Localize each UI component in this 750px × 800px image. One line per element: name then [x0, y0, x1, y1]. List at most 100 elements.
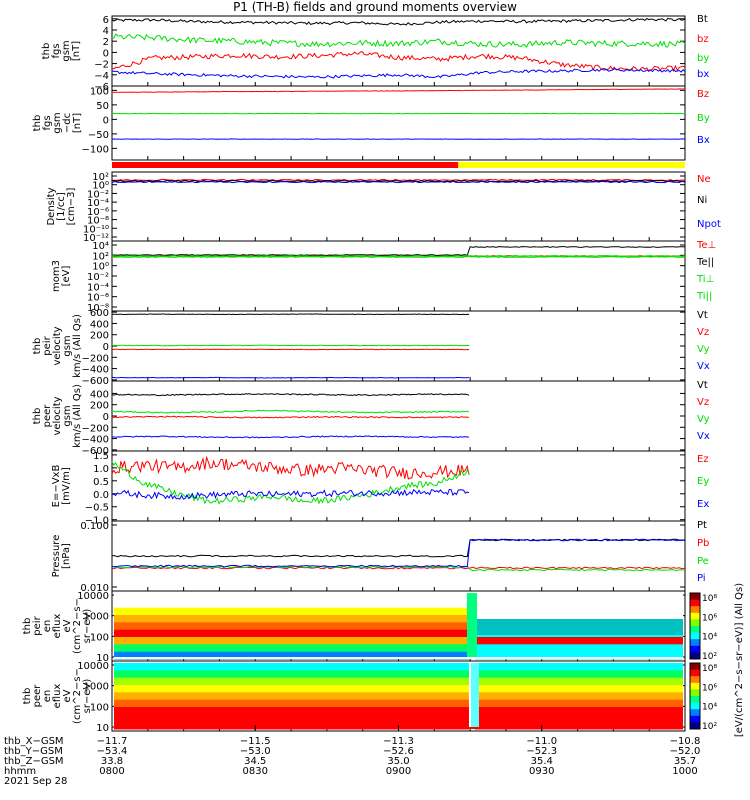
colorbar-tick: 10² [702, 652, 717, 662]
ylabel-bfield_dc: [nT] [72, 113, 83, 133]
xaxis-value: −53.0 [240, 746, 271, 757]
heatmap-band-ion-hot [476, 619, 683, 635]
colorbar-cell [690, 619, 700, 627]
ytick-label-density: 10⁻⁶ [87, 207, 109, 218]
series-line-density-0 [112, 178, 685, 182]
series-line-efield-0 [111, 455, 470, 480]
xaxis-row-label: thb_Z−GSM [4, 756, 64, 767]
ytick-label-temperature: 10⁻⁴ [87, 282, 109, 293]
legend-bfield-2: by [697, 53, 709, 64]
series-line-pressure-3 [111, 538, 686, 568]
ytick-label-temperature: 10⁻⁶ [87, 293, 109, 304]
xaxis-value: 0800 [99, 766, 124, 777]
legend-electron_velocity-3: Vx [697, 431, 710, 442]
legend-electron_velocity-2: Vy [697, 414, 710, 425]
series-line-temperature-1 [111, 246, 686, 256]
colorbar-cell [690, 599, 700, 607]
series-line-bfield-3 [111, 68, 686, 79]
ylabel-bfield: gsm [61, 40, 72, 61]
colorbar-frame [689, 662, 701, 730]
ylabel-ion_spec: (cm^2−s− [72, 598, 83, 654]
ylabel-bfield: fgs [51, 43, 62, 58]
ytick-label-electron_spec: 1000 [84, 682, 109, 693]
heatmap-band-after-ion_spec [474, 637, 683, 645]
legend-electron_velocity-0: Vt [697, 380, 708, 391]
heatmap-band-ion_spec [114, 651, 469, 660]
ytick-label-temperature: 10² [92, 251, 109, 262]
ylabel-ion_spec: thb [22, 618, 33, 635]
legend-temperature-1: Te|| [696, 257, 714, 268]
ytick-label-efield: 0.0 [93, 490, 109, 501]
xaxis-value: −10.8 [670, 736, 701, 747]
series-line-bfield_dc-0 [112, 88, 686, 93]
heatmap-band-ion_spec [114, 600, 469, 609]
ytick-label-electron_spec: 10 [96, 723, 109, 734]
series-line-ion_velocity-1 [111, 348, 470, 351]
heatmap-band-electron_spec [114, 670, 469, 679]
xaxis-value: 34.5 [244, 756, 266, 767]
ytick-label-ion_velocity: −400 [82, 365, 109, 376]
colorbar-cell [690, 669, 700, 677]
ytick-label-bfield: 4 [103, 26, 109, 37]
heatmap-band-ion_spec [114, 593, 469, 601]
heatmap-band-after-ion_spec [474, 600, 683, 609]
xaxis-value: 33.8 [101, 756, 123, 767]
ytick-label-efield: 1.0 [93, 464, 109, 475]
legend-efield-1: Ey [697, 476, 709, 487]
xaxis-value: 0830 [243, 766, 268, 777]
ytick-label-ion_spec: 10000 [77, 591, 109, 602]
heatmap-band-after-ion_spec [474, 593, 683, 601]
xaxis-row-label: thb_X−GSM [4, 736, 64, 747]
ylabel-density: [cm−3] [66, 188, 77, 226]
colorbar-cell [690, 606, 700, 614]
ytick-label-ion_velocity: 200 [90, 331, 109, 342]
xaxis-value: 35.0 [387, 756, 409, 767]
ylabel-bfield: [nT] [71, 41, 82, 61]
ytick-label-density: 10⁻¹² [83, 233, 109, 244]
colorbar-tick: 10⁶ [702, 613, 717, 623]
xaxis-value: 35.4 [531, 756, 553, 767]
ylabel-bfield_dc: gsm [52, 112, 63, 133]
series-line-density-2 [111, 180, 686, 184]
ytick-label-bfield: 0 [103, 48, 109, 59]
heatmap-edge [114, 657, 683, 659]
ytick-label-bfield: −2 [94, 60, 109, 71]
colorbar-cell [690, 663, 700, 671]
heatmap-transition [470, 663, 479, 729]
heatmap-band-electron_spec [114, 721, 469, 730]
panel-frame-bfield_dc [111, 85, 686, 161]
legend-bfield-1: bz [697, 34, 709, 45]
colorbar-cell [690, 652, 700, 660]
ylabel-ion_spec: sr−eV) [82, 609, 93, 644]
ytick-label-electron_velocity: −400 [82, 435, 109, 446]
legend-bfield-3: bx [697, 69, 709, 80]
colorbar-cell [690, 715, 700, 723]
heatmap-band-electron_spec [114, 714, 469, 723]
series-line-electron_velocity-3 [111, 435, 470, 439]
panel-frame-temperature [111, 240, 686, 312]
heatmap-band-after-electron_spec [474, 670, 683, 679]
colorbar-frame [689, 592, 701, 660]
ylabel-pressure: [nPa] [61, 543, 72, 569]
ytick-label-ion_velocity: −600 [82, 376, 109, 387]
legend-temperature-3: Ti|| [696, 291, 712, 302]
colorbar-cell [690, 593, 700, 601]
xaxis-value: −11.0 [526, 736, 557, 747]
heatmap-band-electron_spec [114, 685, 469, 693]
ytick-label-ion_spec: 10 [96, 653, 109, 664]
xaxis-value: −52.3 [526, 746, 557, 757]
ytick-label-electron_velocity: 400 [90, 389, 109, 400]
ylabel-ion_velocity: velocity [52, 326, 63, 365]
ytick-label-density: 10⁻¹⁰ [83, 224, 109, 235]
heatmap-band-after-electron_spec [474, 677, 683, 686]
ytick-label-temperature: 10⁻² [87, 272, 109, 283]
ytick-label-ion_spec: 1000 [84, 612, 109, 623]
colorbar-cell [690, 682, 700, 690]
ytick-label-electron_spec: 10000 [77, 661, 109, 672]
legend-pressure-2: Pe [697, 556, 709, 567]
colorbar-cell [690, 626, 700, 634]
ylabel-ion_spec: en [42, 620, 53, 633]
ytick-label-pressure: 0.010 [80, 583, 109, 594]
xaxis-value: 0900 [386, 766, 411, 777]
